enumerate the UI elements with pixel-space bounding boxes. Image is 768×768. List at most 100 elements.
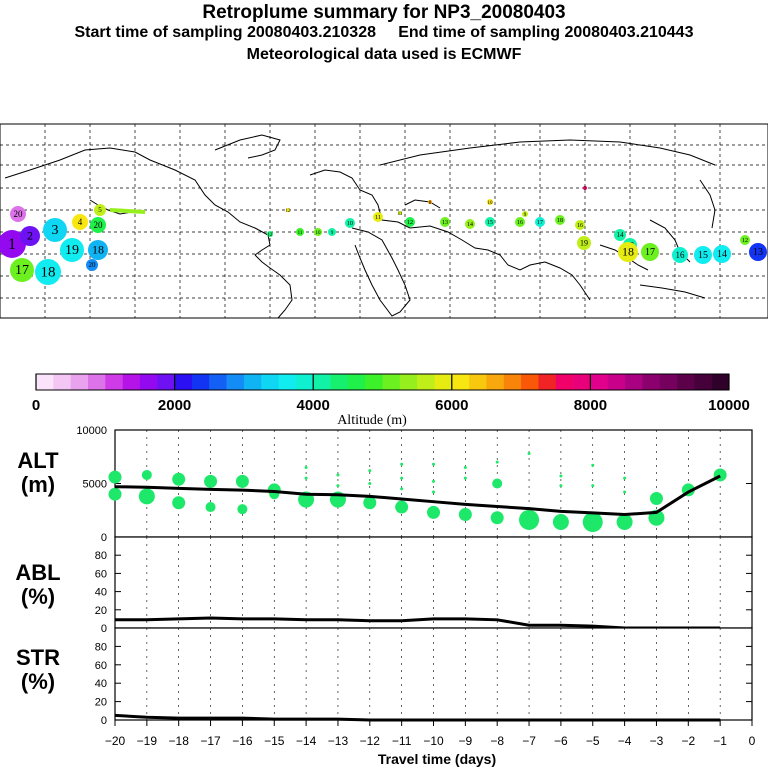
colorbar-swatch xyxy=(70,374,89,390)
plume-day-label: 19 xyxy=(580,238,588,247)
plume-cluster-dot xyxy=(749,243,767,261)
altitude-cluster-point xyxy=(591,484,595,488)
plume-cluster-marker: 14 xyxy=(713,245,731,263)
plume-cluster-dot xyxy=(10,206,26,222)
panel-ylabel: ABL xyxy=(15,560,60,585)
plume-cluster-dot xyxy=(72,214,88,230)
altitude-cluster-point xyxy=(363,496,377,510)
colorbar-swatch xyxy=(295,374,314,390)
colorbar-tick-label: 2000 xyxy=(158,397,191,414)
plume-cluster-dot xyxy=(373,212,383,222)
altitude-cluster-point xyxy=(368,482,372,485)
altitude-cluster-point xyxy=(519,509,540,530)
plume-day-label: 10 xyxy=(316,231,322,236)
altitude-cluster-point xyxy=(463,476,467,480)
panel-ylabel-unit: (m) xyxy=(21,472,55,497)
altitude-cluster-point xyxy=(490,511,504,525)
plume-day-label: 2 xyxy=(27,229,33,243)
x-axis-title: Travel time (days) xyxy=(378,751,496,767)
colorbar-swatch xyxy=(122,374,141,390)
plume-day-label: 18 xyxy=(41,265,56,281)
altitude-cluster-point xyxy=(616,514,633,531)
plume-cluster-marker: 2 xyxy=(20,226,40,246)
plume-day-label: 12 xyxy=(268,233,274,238)
plume-cluster-marker: 10 xyxy=(345,218,355,228)
plume-cluster-marker: 15 xyxy=(694,246,712,264)
plume-day-label: 17 xyxy=(537,220,543,226)
y-tick-label: 60 xyxy=(95,568,107,580)
x-tick-label: −10 xyxy=(423,734,444,748)
plume-cluster-dot xyxy=(345,218,355,228)
colorbar-swatch xyxy=(711,374,730,390)
plume-day-label: 13 xyxy=(442,220,448,226)
plume-cluster-dot xyxy=(535,217,545,227)
altitude-cluster-point xyxy=(591,463,595,467)
plume-cluster-marker: 18 xyxy=(35,259,61,285)
altitude-cluster-point xyxy=(237,504,248,515)
x-tick-label: −7 xyxy=(522,734,536,748)
plume-cluster-marker: 3 xyxy=(43,218,67,242)
plume-day-label: 11 xyxy=(398,212,403,217)
plume-cluster-dot xyxy=(515,217,525,227)
altitude-cluster-point xyxy=(623,490,627,494)
colorbar-swatch xyxy=(330,374,349,390)
colorbar-swatch xyxy=(36,374,54,390)
colorbar-swatch xyxy=(417,374,435,390)
plume-cluster-marker: 16 xyxy=(575,220,585,230)
altitude-cluster-point xyxy=(172,496,186,510)
colorbar-swatch xyxy=(261,374,279,390)
time-series-panels: 0500010000ALT(m)020406080ABL(%)020406080… xyxy=(15,425,753,727)
plume-cluster-dot xyxy=(296,228,304,236)
y-tick-label: 10000 xyxy=(76,425,107,437)
plume-day-label: 15 xyxy=(698,250,708,261)
x-tick-label: −20 xyxy=(105,734,126,748)
plume-day-label: 10 xyxy=(488,201,494,206)
plume-cluster-dot xyxy=(522,211,528,217)
colorbar-swatch xyxy=(313,374,331,390)
plume-day-label: 7 xyxy=(584,187,587,192)
plume-day-label: 20 xyxy=(94,220,104,230)
plume-cluster-dot xyxy=(10,258,34,282)
plume-cluster-dot xyxy=(405,217,415,227)
altitude-cluster-point xyxy=(141,469,152,480)
plume-cluster-dot xyxy=(487,199,493,205)
str-fraction-line xyxy=(114,713,721,722)
plume-cluster-dot xyxy=(267,231,273,237)
panel-frame xyxy=(114,429,753,538)
altitude-cluster-point xyxy=(205,502,216,513)
altitude-cluster-point xyxy=(336,484,340,488)
y-tick-label: 0 xyxy=(101,532,107,544)
altitude-cluster-point xyxy=(495,460,499,464)
colorbar-swatch xyxy=(191,374,210,390)
colorbar-swatch xyxy=(399,374,418,390)
sampling-times: Start time of sampling 20080403.210328 E… xyxy=(74,24,694,41)
plume-day-label: 8 xyxy=(429,201,432,206)
plume-cluster-dot xyxy=(672,247,688,263)
plume-cluster-dot xyxy=(618,242,638,262)
plume-cluster-dot xyxy=(328,228,336,236)
plume-day-label: 9 xyxy=(524,213,527,218)
plume-cluster-marker: 18 xyxy=(618,242,638,262)
altitude-cluster-point xyxy=(204,474,218,488)
y-tick-label: 60 xyxy=(95,660,107,672)
altitude-cluster-point xyxy=(552,514,569,531)
altitude-cluster-point xyxy=(368,469,372,473)
plume-day-label: 10 xyxy=(347,221,353,227)
colorbar-swatch xyxy=(607,374,626,390)
plume-cluster-marker: 14 xyxy=(614,229,626,241)
x-tick-label: −3 xyxy=(650,734,664,748)
plume-day-label: 14 xyxy=(617,231,625,239)
plume-cluster-dot xyxy=(286,208,290,212)
chart-title: Retroplume summary for NP3_20080403 xyxy=(202,2,566,23)
colorbar-swatch xyxy=(105,374,123,390)
altitude-cluster-point xyxy=(432,479,435,483)
altitude-cluster-point xyxy=(108,487,122,501)
plume-day-label: 18 xyxy=(622,245,634,259)
x-tick-label: −2 xyxy=(681,734,695,748)
plume-track-segment xyxy=(109,208,146,214)
plume-cluster-dot xyxy=(35,259,61,285)
plume-day-label: 16 xyxy=(517,220,523,226)
altitude-cluster-point xyxy=(304,465,308,469)
plume-cluster-dot xyxy=(43,218,67,242)
y-tick-label: 0 xyxy=(101,715,107,727)
